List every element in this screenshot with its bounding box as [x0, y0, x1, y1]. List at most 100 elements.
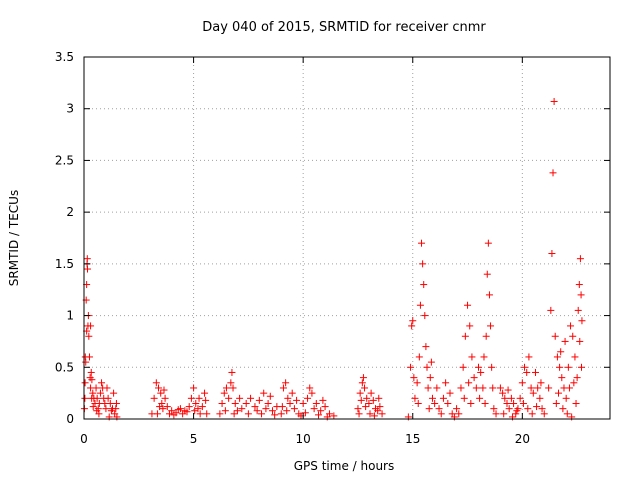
data-point	[575, 281, 583, 289]
data-point	[431, 399, 439, 407]
data-point	[466, 322, 474, 330]
y-tick-label: 0	[66, 412, 74, 426]
data-point	[363, 394, 371, 402]
data-point	[168, 407, 176, 415]
tick-layer	[83, 56, 610, 420]
data-point	[81, 379, 89, 387]
data-point	[423, 363, 431, 371]
data-point	[369, 396, 377, 404]
data-point	[547, 306, 555, 314]
grid-layer	[84, 57, 610, 419]
x-axis-label: GPS time / hours	[294, 459, 395, 473]
data-point	[202, 396, 210, 404]
data-point	[570, 379, 578, 387]
data-point	[85, 332, 93, 340]
data-point	[170, 411, 178, 419]
y-tick-label: 2	[66, 205, 74, 219]
data-point	[374, 407, 382, 415]
data-point	[258, 410, 266, 418]
data-point	[528, 410, 536, 418]
data-point	[534, 384, 542, 392]
data-point	[545, 384, 553, 392]
data-point	[107, 407, 115, 415]
y-tick-label: 3	[66, 102, 74, 116]
y-tick-labels: 0 0.5 1 1.5 2 2.5 3 3.5	[55, 50, 74, 426]
data-point	[84, 265, 92, 273]
data-point	[460, 394, 468, 402]
data-point	[179, 410, 187, 418]
data-point	[415, 353, 423, 361]
data-point	[87, 368, 95, 376]
data-point	[301, 409, 309, 417]
data-point	[500, 410, 508, 418]
data-point	[529, 389, 537, 397]
data-point	[565, 384, 573, 392]
data-point	[104, 394, 112, 402]
data-point	[435, 405, 443, 413]
data-point	[507, 394, 515, 402]
data-point	[321, 403, 329, 411]
data-point	[413, 379, 421, 387]
data-point	[457, 384, 465, 392]
data-point	[475, 363, 482, 371]
data-point	[554, 389, 562, 397]
data-point	[468, 353, 476, 361]
data-point	[242, 399, 250, 407]
data-point	[496, 384, 504, 392]
data-point	[89, 389, 97, 397]
data-point	[573, 374, 581, 382]
data-point	[81, 353, 89, 361]
data-point	[238, 405, 246, 413]
data-point	[357, 396, 365, 404]
data-point	[513, 407, 521, 415]
data-point	[196, 410, 204, 418]
data-point	[523, 368, 531, 376]
data-point	[233, 407, 241, 415]
data-point	[444, 399, 452, 407]
data-point	[567, 322, 575, 330]
plot-frame	[83, 56, 611, 420]
data-point	[222, 384, 230, 392]
data-point	[482, 332, 490, 340]
data-point	[356, 389, 364, 397]
data-point	[563, 410, 571, 418]
data-point	[220, 389, 228, 397]
data-point	[558, 374, 566, 382]
data-point	[244, 410, 252, 418]
data-point	[485, 291, 493, 299]
data-point	[260, 389, 268, 397]
data-point	[427, 358, 435, 366]
x-tick-labels: 0 5 10 15 20	[80, 432, 530, 446]
data-point	[187, 394, 195, 402]
data-point	[576, 337, 584, 345]
data-point	[236, 394, 244, 402]
y-tick-label: 0.5	[55, 360, 74, 374]
data-point	[106, 399, 114, 407]
data-point	[367, 389, 375, 397]
data-point	[87, 322, 95, 330]
data-point	[537, 379, 545, 387]
data-point	[410, 374, 418, 382]
data-point	[366, 410, 374, 418]
data-point	[492, 410, 500, 418]
data-point	[569, 332, 577, 340]
y-tick-label: 1	[66, 309, 74, 323]
data-point	[577, 291, 585, 299]
data-point	[203, 410, 211, 418]
data-point	[358, 379, 366, 387]
data-point	[470, 374, 478, 382]
data-point	[225, 394, 233, 402]
data-point	[96, 389, 104, 397]
data-point	[88, 394, 96, 402]
data-point	[503, 399, 511, 407]
data-point	[251, 403, 259, 411]
data-point	[501, 394, 509, 402]
data-point	[484, 239, 492, 247]
x-tick-label: 5	[190, 432, 198, 446]
data-point	[512, 410, 520, 418]
data-point	[192, 399, 200, 407]
data-point	[487, 322, 495, 330]
data-point	[150, 394, 158, 402]
data-point	[153, 410, 161, 418]
